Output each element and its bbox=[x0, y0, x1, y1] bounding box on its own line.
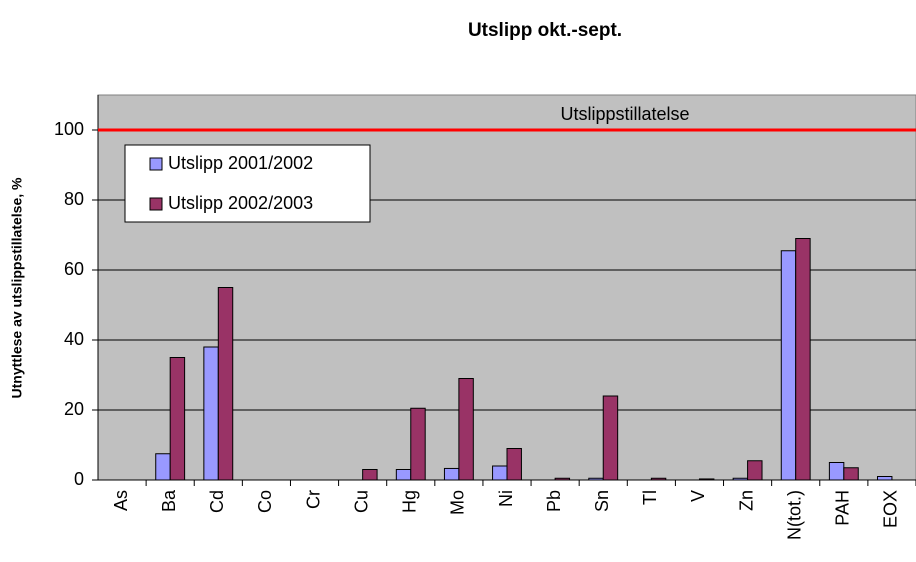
bar bbox=[877, 476, 893, 481]
y-tick-label: 20 bbox=[64, 399, 84, 419]
x-tick-label: Co bbox=[255, 490, 275, 513]
legend-label: Utslipp 2002/2003 bbox=[168, 193, 313, 213]
x-tick-label: Hg bbox=[400, 490, 420, 513]
bar bbox=[506, 448, 522, 481]
bar bbox=[362, 469, 378, 481]
chart-title: Utslipp okt.-sept. bbox=[468, 20, 622, 41]
x-tick-label: Cu bbox=[351, 490, 371, 513]
legend-swatch bbox=[149, 197, 163, 211]
x-tick-label: As bbox=[111, 490, 131, 511]
y-tick-label: 80 bbox=[64, 189, 84, 209]
x-tick-label: Sn bbox=[592, 490, 612, 512]
y-tick-label: 40 bbox=[64, 329, 84, 349]
bar bbox=[155, 453, 171, 481]
x-tick-label: Mo bbox=[448, 490, 468, 515]
bar bbox=[410, 407, 426, 481]
reference-label: Utslippstillatelse bbox=[560, 104, 689, 124]
x-tick-label: N(tot.) bbox=[784, 490, 804, 540]
x-tick-label: EOX bbox=[881, 490, 901, 528]
x-tick-label: Ba bbox=[159, 489, 179, 512]
bar bbox=[169, 357, 186, 481]
legend bbox=[124, 144, 371, 223]
x-tick-label: Cd bbox=[207, 490, 227, 513]
bar bbox=[395, 469, 412, 481]
bar bbox=[492, 465, 508, 481]
bar bbox=[747, 460, 763, 481]
y-axis-label: Utnyttlese av utslippstillatelse, % bbox=[9, 177, 25, 399]
bar bbox=[602, 395, 619, 481]
bar bbox=[203, 346, 219, 481]
bar bbox=[843, 467, 859, 481]
bar bbox=[217, 287, 234, 481]
x-tick-label: Ni bbox=[496, 490, 516, 507]
legend-swatch bbox=[149, 157, 163, 171]
x-tick-label: Tl bbox=[640, 490, 660, 505]
y-tick-label: 100 bbox=[54, 119, 84, 139]
y-tick-label: 60 bbox=[64, 259, 84, 279]
bar bbox=[458, 378, 474, 481]
bar bbox=[443, 467, 460, 481]
bar bbox=[795, 238, 811, 481]
bar bbox=[828, 462, 845, 481]
x-tick-label: Cr bbox=[303, 490, 323, 509]
x-tick-label: Zn bbox=[736, 490, 756, 511]
bar bbox=[780, 250, 797, 481]
x-tick-label: Pb bbox=[544, 490, 564, 512]
x-tick-label: PAH bbox=[833, 490, 853, 526]
legend-label: Utslipp 2001/2002 bbox=[168, 153, 313, 173]
y-tick-label: 0 bbox=[74, 469, 84, 489]
x-tick-label: V bbox=[688, 490, 708, 502]
